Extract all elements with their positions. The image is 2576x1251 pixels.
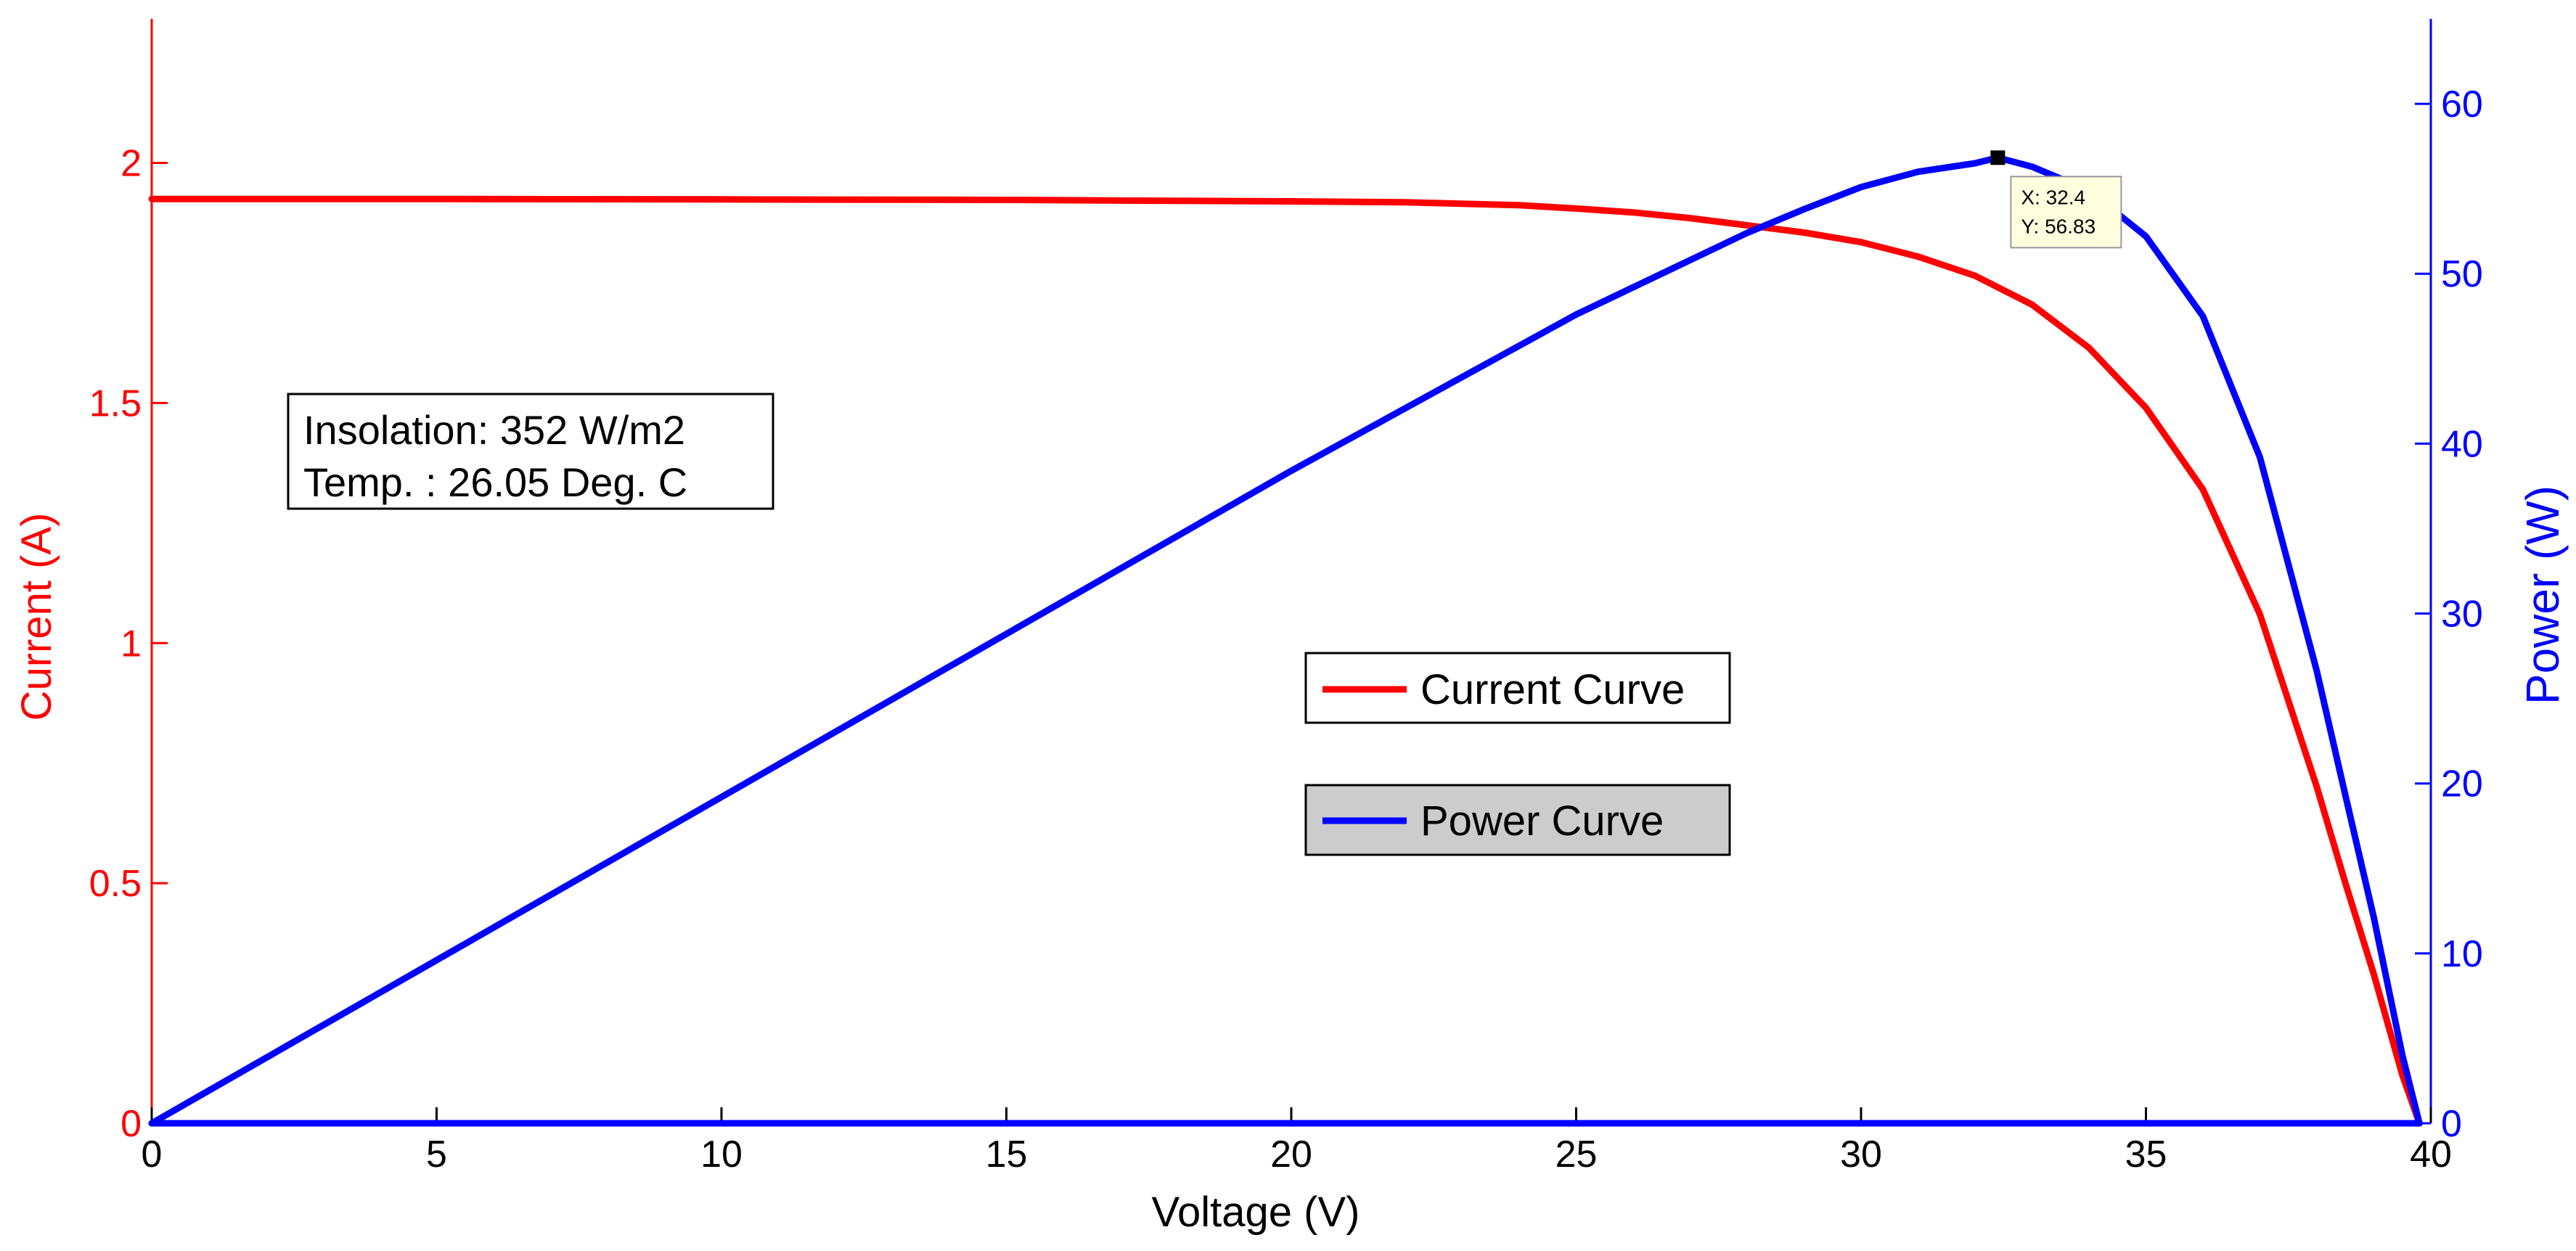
x-tick-label: 5 [426, 1133, 447, 1176]
right-y-tick-label: 60 [2441, 83, 2483, 126]
datatip[interactable]: X: 32.4 Y: 56.83 [1990, 150, 2122, 249]
series-layer [148, 154, 2423, 1127]
datatip-marker[interactable] [1990, 150, 2005, 165]
power-curve-line [148, 154, 2423, 1127]
info-box: Insolation: 352 W/m2 Temp. : 26.05 Deg. … [287, 393, 774, 510]
x-tick-label: 30 [1840, 1133, 1882, 1176]
legend-current-label: Current Curve [1420, 666, 1685, 713]
datatip-x-text: X: 32.4 [2021, 186, 2085, 208]
left-y-tick-label: 0 [120, 1103, 142, 1145]
right-y-tick-label: 30 [2441, 594, 2483, 636]
left-y-tick-label: 2 [120, 143, 142, 185]
right-y-tick-label: 40 [2441, 423, 2483, 465]
x-axis-label: Voltage (V) [1152, 1189, 1360, 1236]
insolation-text: Insolation: 352 W/m2 [303, 407, 685, 453]
legend-current[interactable]: Current Curve [1304, 652, 1731, 724]
right-y-tick-label: 50 [2441, 253, 2483, 295]
datatip-box [2010, 176, 2122, 249]
x-tick-label: 40 [2410, 1133, 2452, 1176]
left-y-tick-label: 1 [120, 623, 142, 665]
left-y-tick-label: 0.5 [89, 863, 142, 905]
right-y-tick-label: 10 [2441, 933, 2483, 975]
current-curve-line [148, 195, 2423, 1127]
x-tick-label: 0 [142, 1133, 163, 1176]
datatip-y-text: Y: 56.83 [2021, 215, 2095, 237]
x-tick-label: 20 [1270, 1133, 1312, 1176]
left-y-tick-label: 1.5 [89, 382, 142, 424]
right-y-tick-label: 0 [2441, 1103, 2462, 1145]
left-y-axis-label: Current (A) [13, 513, 60, 721]
x-tick-label: 35 [2125, 1133, 2167, 1176]
x-tick-label: 25 [1555, 1133, 1598, 1176]
right-y-tick-label: 20 [2441, 763, 2483, 805]
temperature-text: Temp. : 26.05 Deg. C [303, 459, 687, 505]
right-y-axis-label: Power (W) [2516, 485, 2569, 705]
legend-power-label: Power Curve [1420, 797, 1664, 845]
legend-power[interactable]: Power Curve [1304, 784, 1731, 856]
x-tick-label: 10 [700, 1133, 743, 1176]
x-tick-label: 15 [986, 1133, 1028, 1176]
